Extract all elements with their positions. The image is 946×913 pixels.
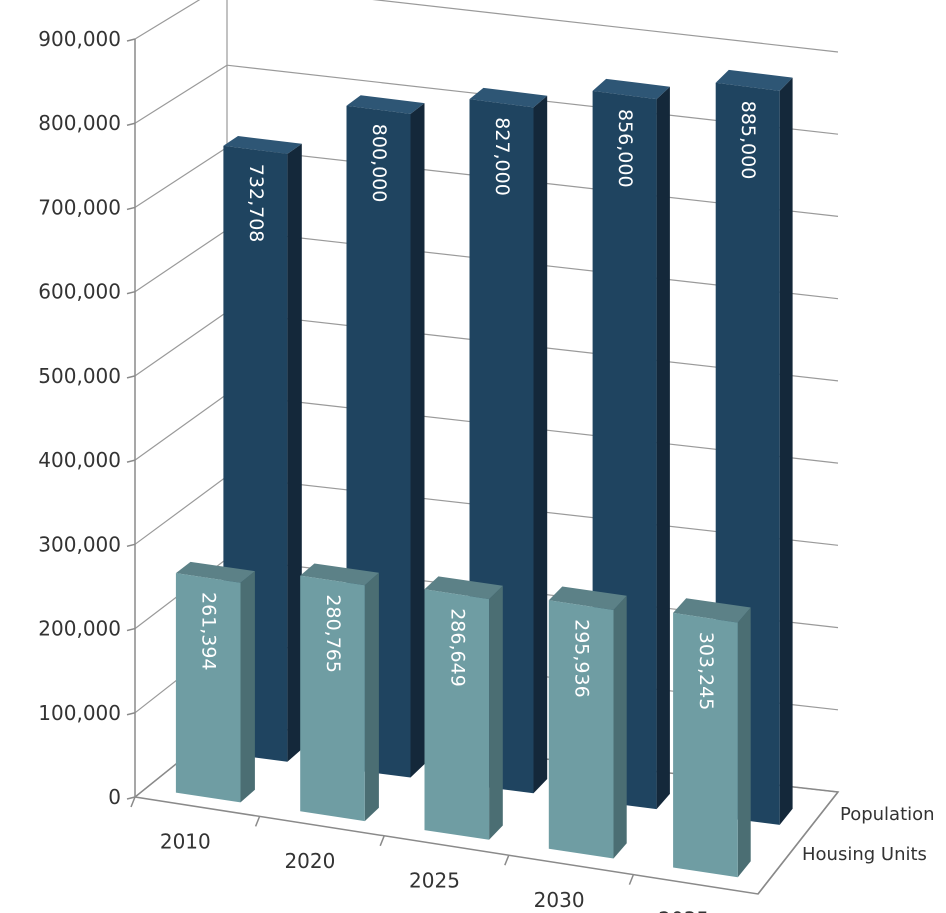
x-tick-label: 2020	[284, 849, 335, 873]
data-label: 303,245	[695, 632, 717, 711]
bar-side-face	[364, 572, 379, 822]
data-label: 885,000	[737, 101, 759, 180]
x-tick-mark	[130, 796, 136, 808]
bar-housing-2010: 261,394	[175, 561, 255, 803]
bar-side-face	[410, 103, 425, 778]
bar-top-face	[715, 69, 793, 91]
y-tick-mark	[126, 38, 136, 42]
data-label: 261,394	[198, 592, 220, 671]
x-tick-label: 2035	[658, 907, 709, 913]
bar-housing-2025: 286,649	[424, 576, 503, 840]
x-tick-label: 2025	[409, 869, 460, 893]
x-tick-label: 2010	[160, 830, 211, 854]
data-label: 800,000	[368, 124, 390, 203]
series-label-housing-units: Housing Units	[802, 844, 927, 865]
bar-top-face	[673, 598, 751, 623]
bar-side-face	[779, 77, 793, 825]
bar-front-face	[548, 600, 614, 859]
bar-top-face	[592, 78, 670, 100]
y-tick-mark	[126, 796, 136, 800]
x-tick-mark	[628, 874, 635, 885]
bar-front-face	[673, 612, 738, 878]
bar-housing-2020: 280,765	[300, 563, 379, 822]
bar-top-face	[548, 586, 627, 610]
bar-side-face	[613, 595, 627, 859]
bar-top-face	[175, 561, 255, 583]
y-tick-label: 700,000	[38, 195, 121, 219]
y-tick-mark	[126, 290, 136, 295]
bar-housing-2030: 295,936	[548, 586, 627, 859]
y-tick-label: 500,000	[38, 364, 121, 388]
x-tick-mark	[379, 835, 385, 847]
bar-top-face	[223, 136, 302, 154]
y-tick-mark	[126, 543, 136, 548]
bar-side-face	[287, 143, 302, 762]
data-label: 286,649	[446, 608, 468, 687]
y-tick-label: 800,000	[38, 111, 121, 135]
data-label: 856,000	[614, 109, 636, 188]
data-label: 732,708	[245, 164, 267, 243]
y-tick-label: 600,000	[38, 280, 121, 304]
bar-top-face	[346, 95, 425, 114]
data-label: 280,765	[322, 594, 344, 673]
data-label: 295,936	[571, 619, 593, 698]
bar-side-face	[656, 86, 670, 810]
bar-side-face	[737, 607, 751, 878]
y-tick-mark	[126, 627, 136, 632]
bar-side-face	[489, 585, 503, 840]
bar-top-face	[424, 576, 503, 600]
x-tick-mark	[504, 854, 510, 866]
y-tick-label: 900,000	[38, 27, 121, 51]
y-tick-label: 0	[108, 785, 121, 809]
y-tick-label: 300,000	[38, 532, 121, 556]
bar-top-face	[469, 87, 548, 108]
depth-axis-line	[757, 791, 839, 895]
y-tick-label: 100,000	[38, 701, 121, 725]
bar-housing-2035: 303,245	[673, 598, 751, 878]
y-axis-tick-labels: 0 100,000 200,000 300,000 400,000 500,000 600,…	[38, 27, 121, 809]
bar-side-face	[240, 571, 255, 803]
bar-front-face	[175, 573, 241, 803]
series-label-population: Population	[840, 804, 935, 825]
x-axis-tick-labels: 2010 2020 2025 2030 2035	[160, 830, 709, 913]
x-tick-label: 2030	[534, 888, 585, 912]
y-tick-mark	[126, 712, 136, 716]
bar-top-face	[300, 563, 379, 586]
bar-side-face	[533, 95, 548, 794]
y-tick-mark	[126, 122, 136, 126]
bar-front-face	[424, 589, 490, 840]
depth-axis-series-labels: Population Housing Units	[802, 804, 935, 865]
data-label: 827,000	[491, 117, 513, 196]
x-tick-mark	[254, 816, 261, 827]
y-tick-label: 200,000	[38, 617, 121, 641]
bar-front-face	[300, 575, 365, 822]
y-tick-mark	[126, 206, 136, 211]
y-tick-label: 400,000	[38, 448, 121, 472]
y-tick-mark	[126, 375, 136, 379]
housing-units-bars: 261,394 280,765 286,649 295,936 303,245	[175, 561, 751, 878]
y-tick-mark	[126, 459, 136, 463]
gridline	[134, 0, 839, 53]
